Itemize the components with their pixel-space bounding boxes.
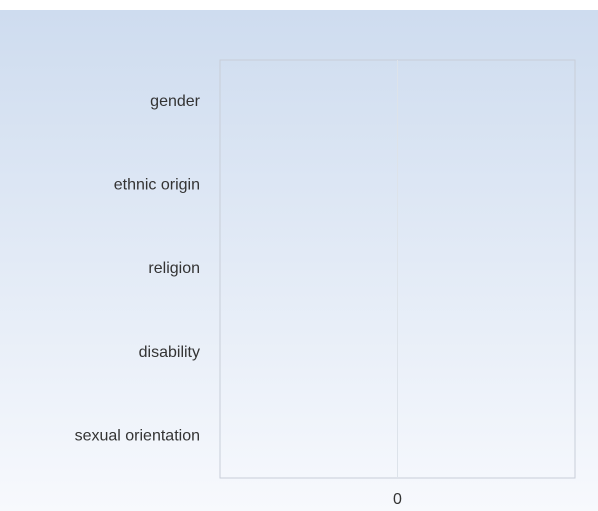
x-tick-label: 0 xyxy=(393,491,402,508)
y-tick-label: disability xyxy=(139,344,200,361)
background xyxy=(0,10,598,511)
y-tick-label: gender xyxy=(150,93,200,110)
y-tick-label: sexual orientation xyxy=(75,427,200,444)
y-tick-label: ethnic origin xyxy=(114,177,200,194)
y-tick-label: religion xyxy=(148,260,200,277)
